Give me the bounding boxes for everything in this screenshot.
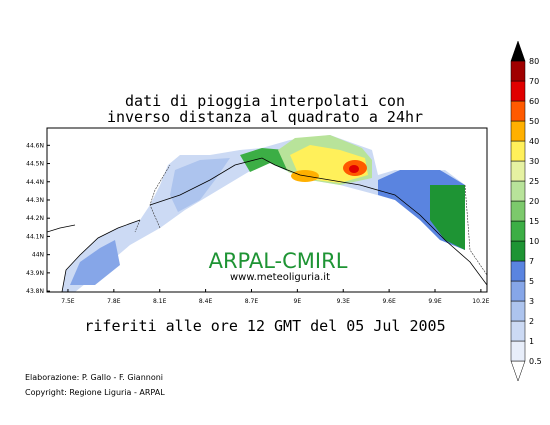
x-tick-label: 7.8E <box>107 298 121 305</box>
y-tick-label: 43.8N <box>26 288 44 295</box>
colorbar-segment <box>510 100 526 122</box>
x-tick-label: 9.9E <box>428 298 442 305</box>
credit: Elaborazione: P. Gallo - F. Giannoni <box>25 373 163 382</box>
colorbar-label: 40 <box>529 137 539 146</box>
y-tick-label: 43.9N <box>26 270 44 277</box>
x-tick-label: 8.4E <box>199 298 213 305</box>
map-frame <box>46 127 488 293</box>
x-tick-label: 9E <box>294 298 302 305</box>
title-line: inverso distanza al quadrato a 24hr <box>107 108 423 126</box>
x-tick-label: 9.6E <box>382 298 396 305</box>
colorbar-over <box>510 40 526 62</box>
y-tick-label: 44.6N <box>26 142 44 149</box>
colorbar-segment <box>510 340 526 362</box>
colorbar-label: 2 <box>529 317 534 326</box>
y-tick-label: 44N <box>32 252 44 259</box>
x-tick-label: 8.1E <box>153 298 167 305</box>
subtitle: riferiti alle ore 12 GMT del 05 Jul 2005 <box>84 317 445 335</box>
colorbar-label: 15 <box>529 217 539 226</box>
credit: Copyright: Regione Liguria - ARPAL <box>25 388 165 397</box>
y-tick-label: 44.3N <box>26 197 44 204</box>
colorbar-segment <box>510 180 526 202</box>
colorbar-label: 5 <box>529 277 534 286</box>
y-tick-label: 44.1N <box>26 233 44 240</box>
colorbar-segment <box>510 80 526 102</box>
colorbar-label: 25 <box>529 177 539 186</box>
y-tick-label: 44.5N <box>26 161 44 168</box>
colorbar-label: 20 <box>529 197 539 206</box>
x-tick-label: 8.7E <box>245 298 259 305</box>
colorbar-label: 50 <box>529 117 539 126</box>
colorbar-segment <box>510 300 526 322</box>
rain-area <box>349 165 359 173</box>
border <box>134 164 487 276</box>
colorbar-segment <box>510 140 526 162</box>
rain-area <box>430 185 465 250</box>
x-tick-label: 9.3E <box>337 298 351 305</box>
title-line: dati di pioggia interpolati con <box>125 92 405 110</box>
colorbar-segment <box>510 160 526 182</box>
colorbar-segment <box>510 240 526 262</box>
colorbar-under <box>510 360 526 382</box>
colorbar-label: 0.5 <box>529 357 542 366</box>
map-area <box>47 128 487 292</box>
colorbar-label: 1 <box>529 337 534 346</box>
colorbar-label: 7 <box>529 257 534 266</box>
colorbar-segment <box>510 260 526 282</box>
colorbar-segment <box>510 120 526 142</box>
rain-area <box>70 240 120 285</box>
coastline <box>47 157 487 292</box>
watermark: ARPAL-CMIRL <box>209 249 348 273</box>
colorbar-segment <box>510 320 526 342</box>
colorbar-label: 80 <box>529 57 539 66</box>
colorbar-segment <box>510 280 526 302</box>
website: www.meteoliguria.it <box>230 272 330 283</box>
x-tick-label: 10.2E <box>472 298 489 305</box>
colorbar-segment <box>510 60 526 82</box>
colorbar-label: 3 <box>529 297 534 306</box>
colorbar-label: 30 <box>529 157 539 166</box>
colorbar-label: 10 <box>529 237 539 246</box>
colorbar-label: 60 <box>529 97 539 106</box>
colorbar-segment <box>510 200 526 222</box>
x-tick-label: 7.5E <box>61 298 75 305</box>
y-tick-label: 44.2N <box>26 215 44 222</box>
y-tick-label: 44.4N <box>26 179 44 186</box>
colorbar-label: 70 <box>529 77 539 86</box>
colorbar-segment <box>510 220 526 242</box>
